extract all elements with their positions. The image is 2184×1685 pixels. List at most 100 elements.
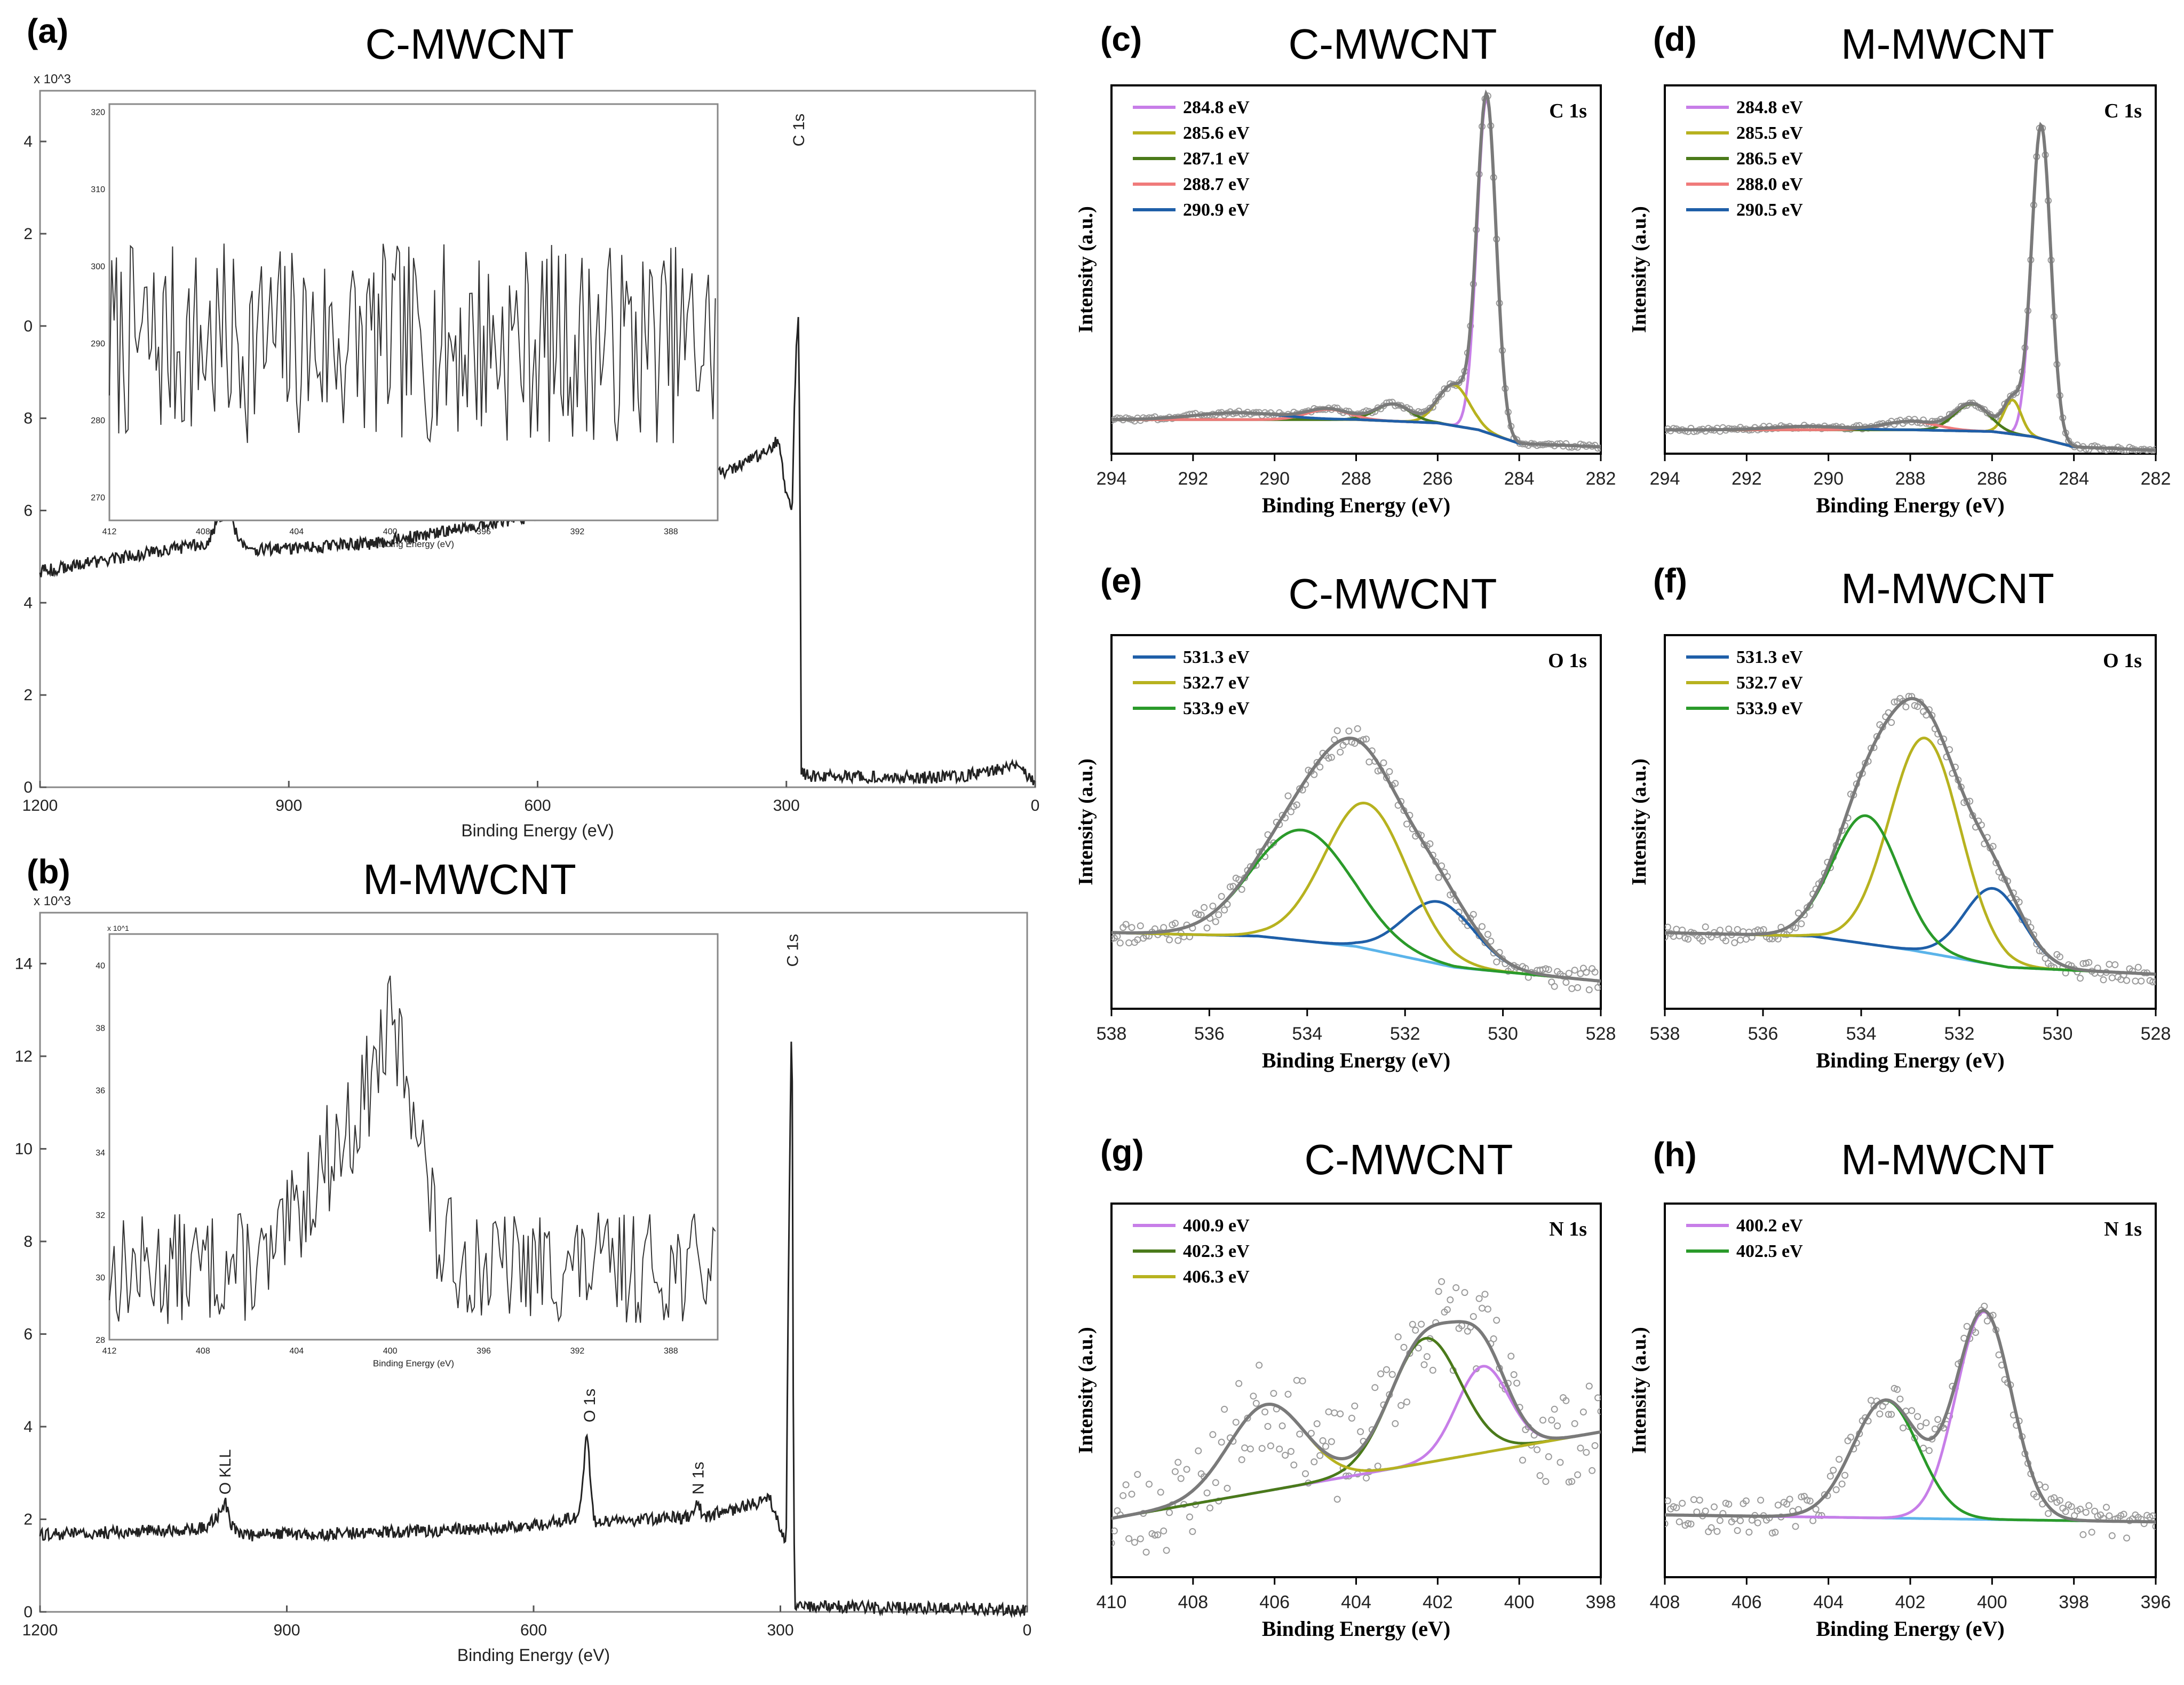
inset-frame: [108, 933, 719, 1341]
data-point: [1841, 1472, 1848, 1479]
y-tick-label: 2: [23, 225, 33, 243]
data-point: [1687, 1520, 1695, 1528]
envelope-fit-line: [1111, 737, 1601, 983]
data-point: [1594, 1394, 1601, 1402]
data-point: [1545, 966, 1552, 974]
envelope-fit-line: [1665, 122, 2156, 452]
y-tick-label: 4: [23, 1418, 33, 1436]
x-tick-label: 538: [1650, 1024, 1680, 1044]
data-point: [2082, 960, 2090, 967]
legend-label: 285.6 eV: [1183, 123, 1250, 143]
data-point: [1754, 1519, 1761, 1526]
data-point: [2088, 1529, 2095, 1536]
data-point: [2106, 1512, 2113, 1520]
data-point: [1589, 1467, 1596, 1474]
data-point: [1128, 1490, 1135, 1498]
data-point: [1363, 735, 1370, 743]
data-point: [2149, 1512, 2156, 1520]
legend-label: 290.5 eV: [1736, 200, 1803, 220]
data-point: [1519, 1457, 1526, 1464]
data-point: [1679, 1500, 1686, 1507]
data-point: [2123, 1534, 2131, 1542]
plot-area: [1111, 725, 1601, 993]
legend-label: 400.2 eV: [1736, 1216, 1803, 1236]
data-point: [1174, 1459, 1182, 1466]
data-point: [1160, 1527, 1168, 1534]
data-point: [1284, 792, 1292, 800]
data-point: [1783, 1500, 1791, 1508]
region-label: O 1s: [1548, 650, 1587, 672]
data-point: [1876, 1410, 1884, 1418]
data-point: [1798, 1493, 1805, 1500]
data-point: [1665, 923, 1671, 931]
data-point: [1914, 1413, 1921, 1420]
plot-area: [1665, 1302, 2156, 1542]
data-point: [1189, 1528, 1196, 1535]
peak-label: O KLL: [217, 1449, 234, 1494]
data-point: [1713, 1528, 1721, 1535]
data-point: [2134, 963, 2142, 971]
x-tick-label: 536: [1194, 1024, 1225, 1044]
data-point: [1830, 1467, 1837, 1474]
data-point: [1357, 1428, 1364, 1435]
data-point: [1250, 1393, 1257, 1400]
data-point: [1470, 1313, 1477, 1320]
panel-title: C-MWCNT: [366, 20, 574, 68]
plot-frame: [1664, 634, 2157, 1010]
x-tick-label: 400: [1977, 1592, 2007, 1612]
data-point: [1171, 920, 1179, 927]
data-point: [1490, 1335, 1497, 1342]
data-point: [1675, 1518, 1683, 1525]
legend-label: 284.8 eV: [1183, 98, 1250, 117]
data-point: [1891, 698, 1898, 706]
legend-label: 288.7 eV: [1183, 175, 1250, 194]
x-tick-label: 538: [1097, 1024, 1127, 1044]
panel-g: (g) C-MWCNT 410 408 406 404 402 400 398 Binding E…: [1075, 1133, 1616, 1641]
data-point: [1244, 1414, 1251, 1422]
data-point: [1392, 1420, 1399, 1427]
legend-label: 402.5 eV: [1736, 1241, 1803, 1261]
data-point: [2138, 977, 2145, 985]
data-point: [1256, 1362, 1263, 1369]
x-tick-label: 396: [2141, 1592, 2171, 1612]
y-multiplier: x 10^3: [34, 894, 71, 908]
data-point: [1792, 1523, 1799, 1530]
inset-x-tick-label: 396: [476, 527, 491, 536]
data-point: [1333, 1496, 1341, 1503]
inset-x-tick-label: 388: [664, 527, 678, 536]
plot-area: [1111, 89, 1601, 452]
x-tick-label: 532: [1944, 1024, 1975, 1044]
data-point: [2068, 1503, 2075, 1510]
data-point: [1826, 1473, 1834, 1480]
data-point: [2091, 1507, 2099, 1515]
inset-y-multiplier: x 10^1: [107, 924, 129, 932]
data-point: [1461, 1289, 1468, 1296]
data-point: [1574, 1471, 1582, 1478]
x-tick-label: 402: [1423, 1592, 1453, 1612]
plot-area: [1111, 1278, 1601, 1556]
x-tick-label: 530: [2043, 1024, 2073, 1044]
data-point: [1246, 1445, 1254, 1453]
envelope-fit-line: [1111, 89, 1601, 449]
inset-x-tick-label: 412: [102, 1347, 117, 1356]
data-point: [1487, 937, 1495, 945]
y-axis-label: Intensity (a.u.): [1628, 206, 1650, 333]
data-point: [1195, 911, 1202, 919]
x-tick-label: 528: [1586, 1024, 1616, 1044]
data-point: [1418, 1320, 1425, 1328]
data-point: [1203, 924, 1211, 932]
data-point: [1348, 1414, 1355, 1422]
data-point: [1438, 1278, 1446, 1285]
inset-frame: [108, 103, 719, 521]
data-point: [1215, 911, 1222, 919]
data-point: [1299, 1377, 1306, 1385]
data-point: [1665, 1520, 1669, 1528]
data-point: [1507, 1352, 1515, 1360]
data-point: [1665, 934, 1669, 941]
data-point: [1731, 939, 1738, 946]
x-tick-label: 292: [1732, 469, 1762, 489]
data-point: [1577, 1444, 1584, 1452]
x-axis-label: Binding Energy (eV): [457, 1646, 610, 1665]
data-point: [1542, 965, 1550, 972]
y-tick-label: 10: [15, 1140, 33, 1158]
